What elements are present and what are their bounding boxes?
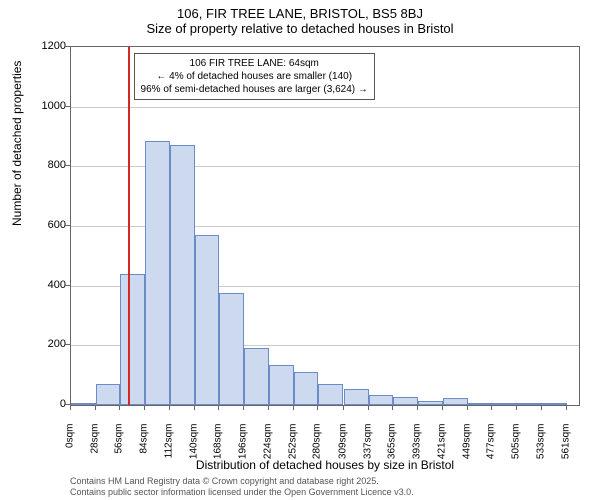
xtick-mark xyxy=(119,405,120,410)
histogram-bar xyxy=(517,403,542,405)
attribution-line2: Contains public sector information licen… xyxy=(70,487,414,498)
xtick-mark xyxy=(144,405,145,410)
ytick-label: 800 xyxy=(26,159,66,171)
attribution-line1: Contains HM Land Registry data © Crown c… xyxy=(70,476,414,487)
histogram-bar xyxy=(170,145,195,405)
xtick-mark xyxy=(392,405,393,410)
histogram-bar xyxy=(120,274,145,405)
ytick-label: 600 xyxy=(26,219,66,231)
attribution-text: Contains HM Land Registry data © Crown c… xyxy=(70,476,414,498)
histogram-bar xyxy=(294,372,319,405)
histogram-bar xyxy=(195,235,220,405)
histogram-bar xyxy=(468,403,493,405)
chart-container: 106, FIR TREE LANE, BRISTOL, BS5 8BJ Siz… xyxy=(0,0,600,500)
xtick-mark xyxy=(268,405,269,410)
xtick-mark xyxy=(169,405,170,410)
histogram-bar xyxy=(542,403,567,405)
histogram-bar xyxy=(219,293,244,405)
histogram-bar xyxy=(393,397,418,405)
xtick-mark xyxy=(491,405,492,410)
x-axis-label: Distribution of detached houses by size … xyxy=(70,458,580,472)
gridline xyxy=(71,107,579,108)
ytick-label: 400 xyxy=(26,279,66,291)
xtick-mark xyxy=(243,405,244,410)
histogram-bar xyxy=(96,384,121,405)
xtick-mark xyxy=(317,405,318,410)
histogram-bar xyxy=(492,403,517,405)
marker-vertical-line xyxy=(128,47,130,405)
xtick-mark xyxy=(467,405,468,410)
xtick-mark xyxy=(343,405,344,410)
xtick-mark xyxy=(293,405,294,410)
annotation-line2: ← 4% of detached houses are smaller (140… xyxy=(141,70,368,83)
histogram-bar xyxy=(269,365,294,405)
ytick-label: 1200 xyxy=(26,40,66,52)
xtick-mark xyxy=(442,405,443,410)
chart-subtitle: Size of property relative to detached ho… xyxy=(0,21,600,40)
xtick-mark xyxy=(566,405,567,410)
plot-area: 106 FIR TREE LANE: 64sqm ← 4% of detache… xyxy=(70,46,580,406)
histogram-bar xyxy=(418,401,443,405)
histogram-bar xyxy=(145,141,170,405)
xtick-mark xyxy=(194,405,195,410)
annotation-box: 106 FIR TREE LANE: 64sqm ← 4% of detache… xyxy=(134,53,375,100)
histogram-bar xyxy=(344,389,369,405)
xtick-mark xyxy=(516,405,517,410)
y-axis-label: Number of detached properties xyxy=(10,61,24,226)
ytick-label: 0 xyxy=(26,398,66,410)
histogram-bar xyxy=(369,395,394,405)
xtick-mark xyxy=(70,405,71,410)
histogram-bar xyxy=(443,398,468,405)
ytick-label: 1000 xyxy=(26,100,66,112)
xtick-mark xyxy=(218,405,219,410)
xtick-mark xyxy=(417,405,418,410)
annotation-line1: 106 FIR TREE LANE: 64sqm xyxy=(141,57,368,70)
xtick-mark xyxy=(368,405,369,410)
histogram-bar xyxy=(318,384,343,405)
chart-title: 106, FIR TREE LANE, BRISTOL, BS5 8BJ xyxy=(0,0,600,21)
xtick-mark xyxy=(95,405,96,410)
annotation-line3: 96% of semi-detached houses are larger (… xyxy=(141,83,368,96)
ytick-label: 200 xyxy=(26,338,66,350)
histogram-bar xyxy=(71,403,96,405)
histogram-bar xyxy=(244,348,269,405)
xtick-mark xyxy=(541,405,542,410)
